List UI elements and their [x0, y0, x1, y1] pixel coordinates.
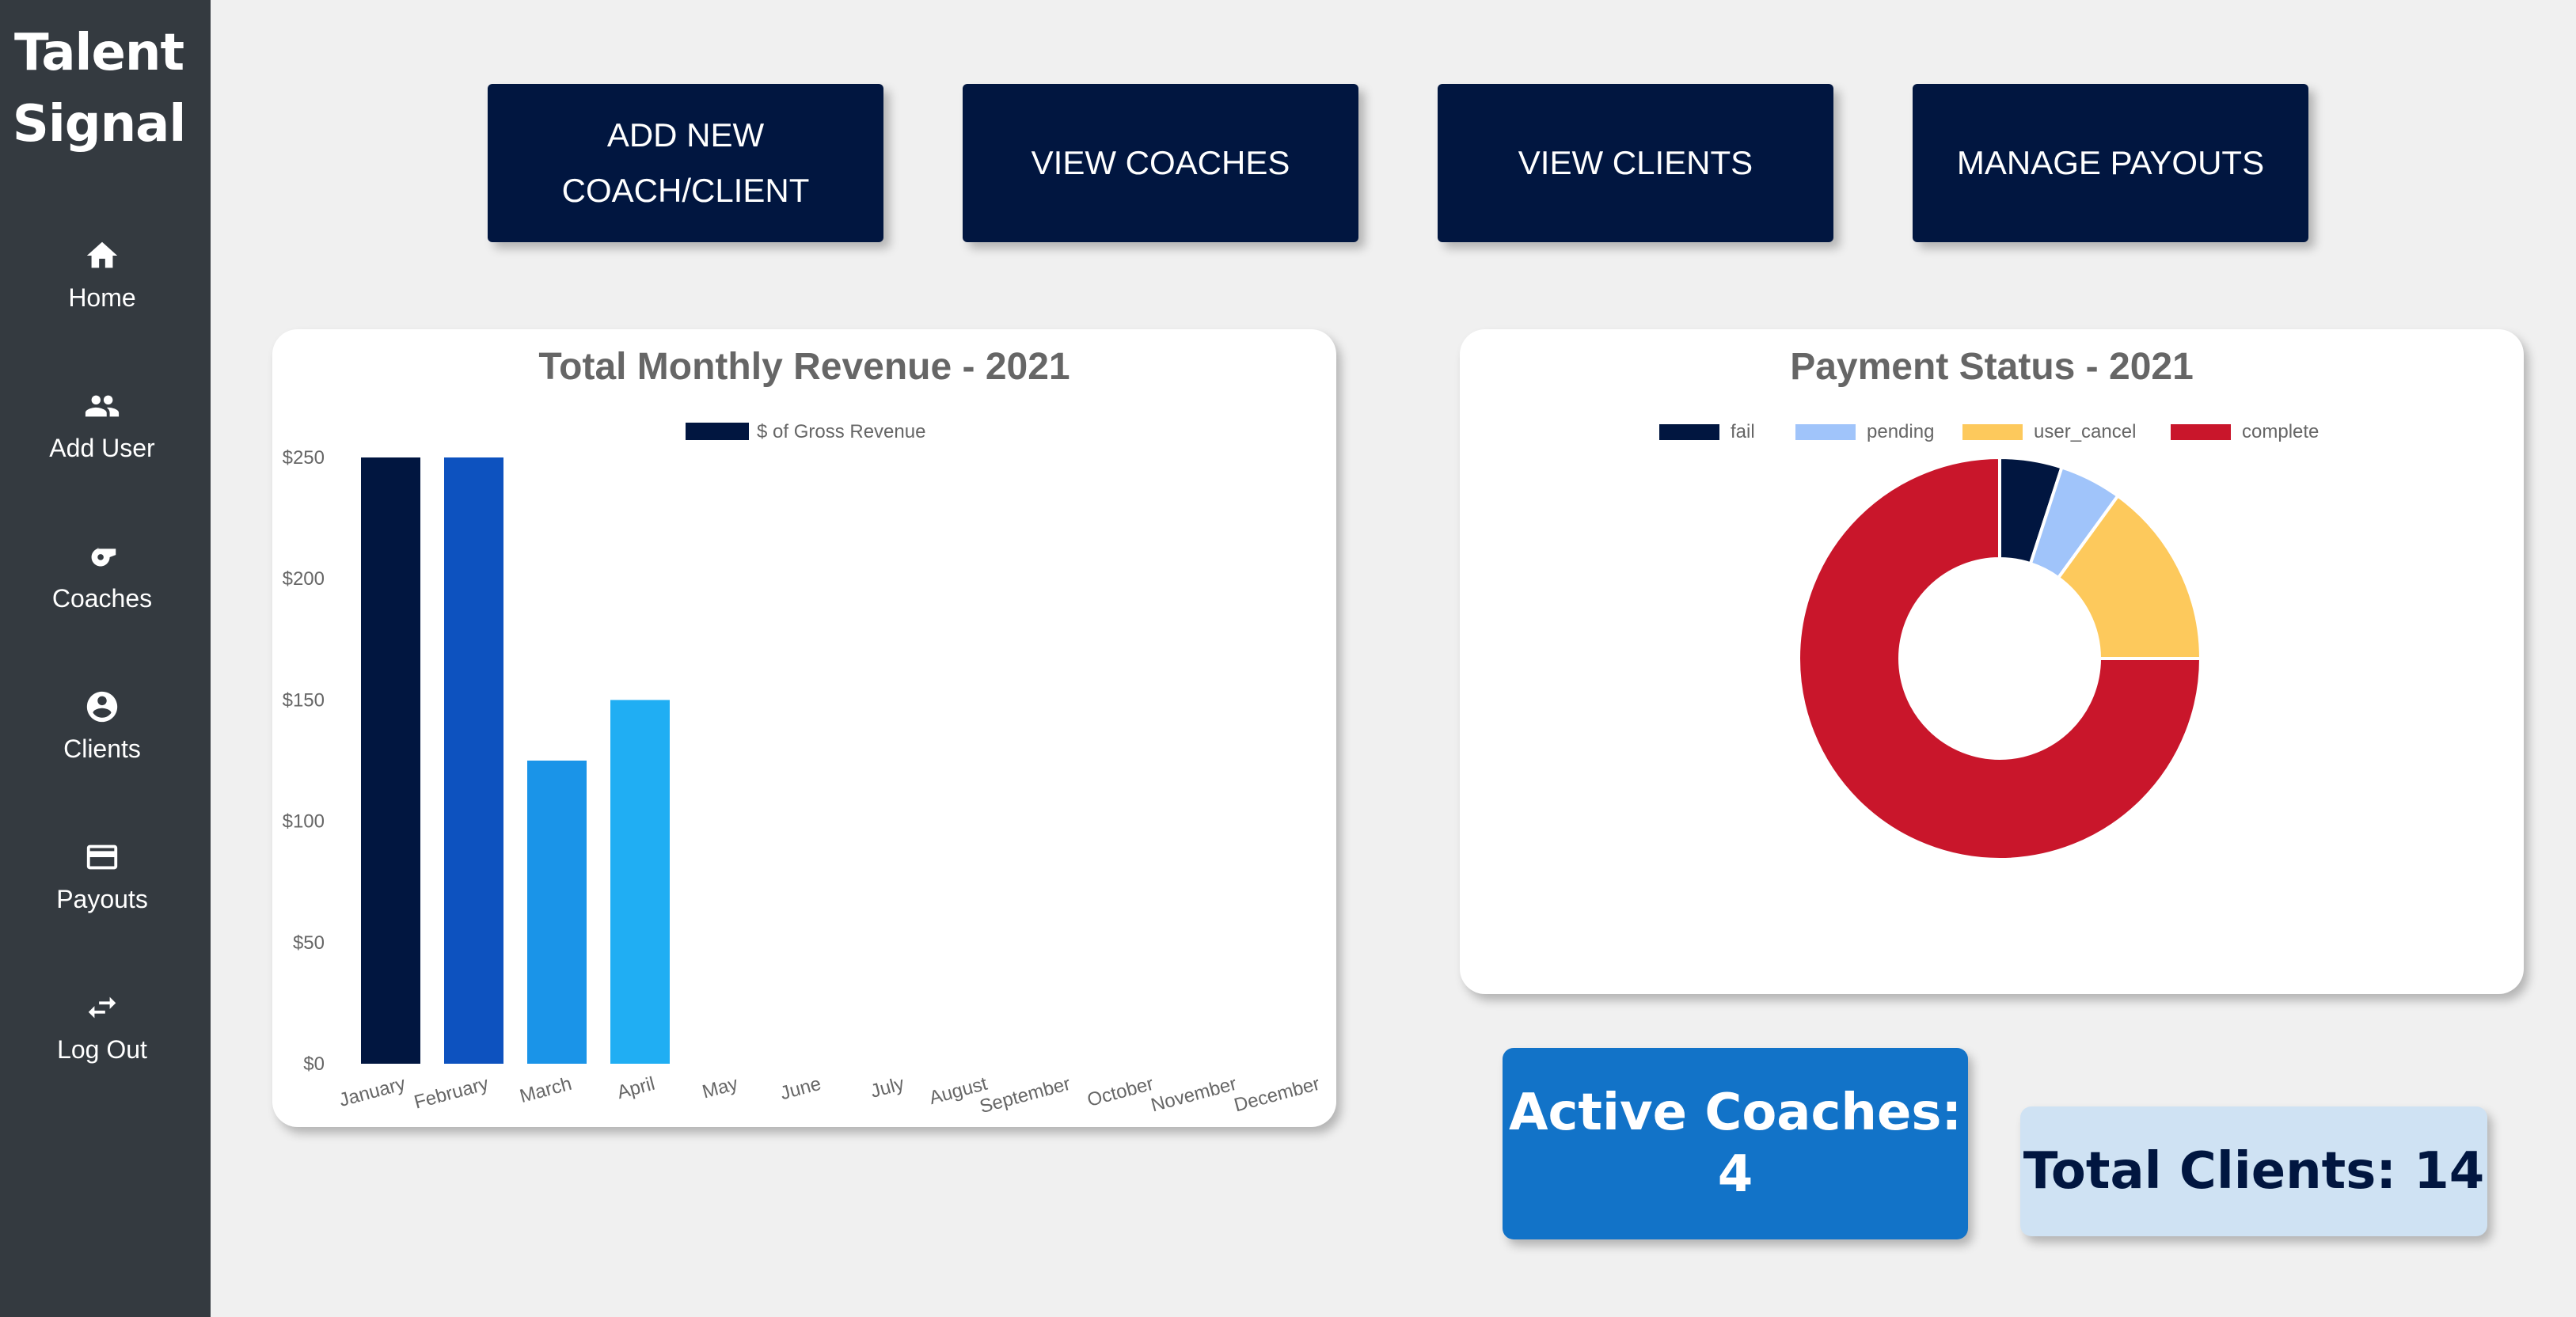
y-tick-label: $100 [283, 811, 325, 833]
view-clients-button[interactable]: VIEW CLIENTS [1438, 84, 1833, 242]
legend-swatch-user_cancel[interactable] [1962, 424, 2023, 440]
bar-january[interactable] [361, 457, 420, 1064]
credit-card-icon [86, 844, 118, 870]
payment-doughnut-chart: fail pending user_cancel complete [1659, 421, 2319, 861]
sidebar-item-label: Log Out [57, 1035, 147, 1064]
sidebar-item-payouts[interactable]: Payouts [0, 839, 204, 958]
x-tick-label: December [1232, 1073, 1322, 1117]
x-tick-label: February [412, 1073, 491, 1114]
x-tick-label: May [700, 1073, 740, 1103]
y-tick-label: $200 [283, 568, 325, 590]
payment-status-title: Payment Status - 2021 [1790, 346, 2194, 388]
account-circle-icon [86, 691, 118, 723]
sidebar-item-label: Add User [49, 434, 155, 462]
view-coaches-button[interactable]: VIEW COACHES [963, 84, 1358, 242]
bar-march[interactable] [527, 761, 587, 1064]
revenue-bar-chart: $ of Gross Revenue $0 $50 $100 $150 $200 $250… [283, 421, 1322, 1118]
revenue-chart-card: Total Monthly Revenue - 2021 $ of Gross … [272, 329, 1336, 1127]
x-tick-label: January [337, 1073, 408, 1111]
whistle-icon [91, 548, 116, 567]
sidebar-item-home[interactable]: Home [0, 237, 204, 356]
active-coaches-stat: Active Coaches: 4 [1503, 1048, 1968, 1239]
sidebar-item-log-out[interactable]: Log Out [0, 989, 204, 1108]
x-tick-label: March [518, 1073, 574, 1107]
button-label-line-1: ADD NEW [606, 116, 765, 154]
slice-user_cancel[interactable] [2056, 493, 2203, 660]
legend-label-fail[interactable]: fail [1731, 421, 1755, 442]
legend-label[interactable]: $ of Gross Revenue [757, 421, 925, 442]
legend-swatch-complete[interactable] [2171, 424, 2231, 440]
total-clients-stat: Total Clients: 14 [2020, 1106, 2487, 1236]
x-tick-label: September [978, 1073, 1073, 1118]
sidebar-item-label: Payouts [56, 885, 148, 913]
brand-logo[interactable]: Talent Signal [0, 17, 198, 160]
payment-status-card: Payment Status - 2021 fail pending user_ca… [1460, 329, 2524, 994]
x-tick-label: June [778, 1073, 823, 1105]
brand-line-2: Signal [12, 95, 187, 154]
legend-swatch-pending[interactable] [1795, 424, 1856, 440]
slice-complete[interactable] [1797, 455, 2203, 861]
active-coaches-label: Active Coaches: [1508, 1084, 1962, 1142]
brand-line-1: Talent [13, 24, 184, 82]
sidebar-item-label: Coaches [51, 584, 153, 613]
legend-label-pending[interactable]: pending [1867, 421, 1934, 442]
add-new-coach-client-button[interactable]: ADD NEW COACH/CLIENT [488, 84, 883, 242]
sidebar-item-add-user[interactable]: Add User [0, 388, 204, 507]
bar-february[interactable] [444, 457, 503, 1064]
sidebar-item-clients[interactable]: Clients [0, 689, 204, 807]
x-tick-label: November [1149, 1073, 1239, 1117]
y-tick-label: $50 [293, 932, 325, 954]
legend-swatch[interactable] [686, 423, 749, 440]
x-tick-label: July [868, 1073, 906, 1103]
sidebar-item-label: Clients [63, 734, 141, 763]
sidebar-item-coaches[interactable]: Coaches [0, 538, 204, 657]
home-icon [86, 241, 118, 268]
y-tick-label: $0 [303, 1053, 325, 1075]
legend-label-user_cancel[interactable]: user_cancel [2034, 421, 2136, 442]
button-label-line-2: COACH/CLIENT [561, 172, 810, 209]
legend-label-complete[interactable]: complete [2242, 421, 2319, 442]
y-tick-label: $250 [283, 447, 325, 469]
active-coaches-value: 4 [1717, 1145, 1753, 1204]
x-tick-label: April [615, 1073, 657, 1104]
x-tick-label: October [1085, 1073, 1156, 1111]
swap-arrows-icon [88, 996, 116, 1019]
bar-april[interactable] [610, 700, 670, 1064]
sidebar: Talent Signal Home Add User Coaches Clie… [0, 0, 211, 1317]
sidebar-item-label: Home [68, 283, 136, 312]
revenue-chart-title: Total Monthly Revenue - 2021 [538, 346, 1070, 388]
y-tick-label: $150 [283, 689, 325, 711]
group-icon [85, 395, 120, 417]
legend-swatch-fail[interactable] [1659, 424, 1719, 440]
manage-payouts-button[interactable]: MANAGE PAYOUTS [1913, 84, 2308, 242]
